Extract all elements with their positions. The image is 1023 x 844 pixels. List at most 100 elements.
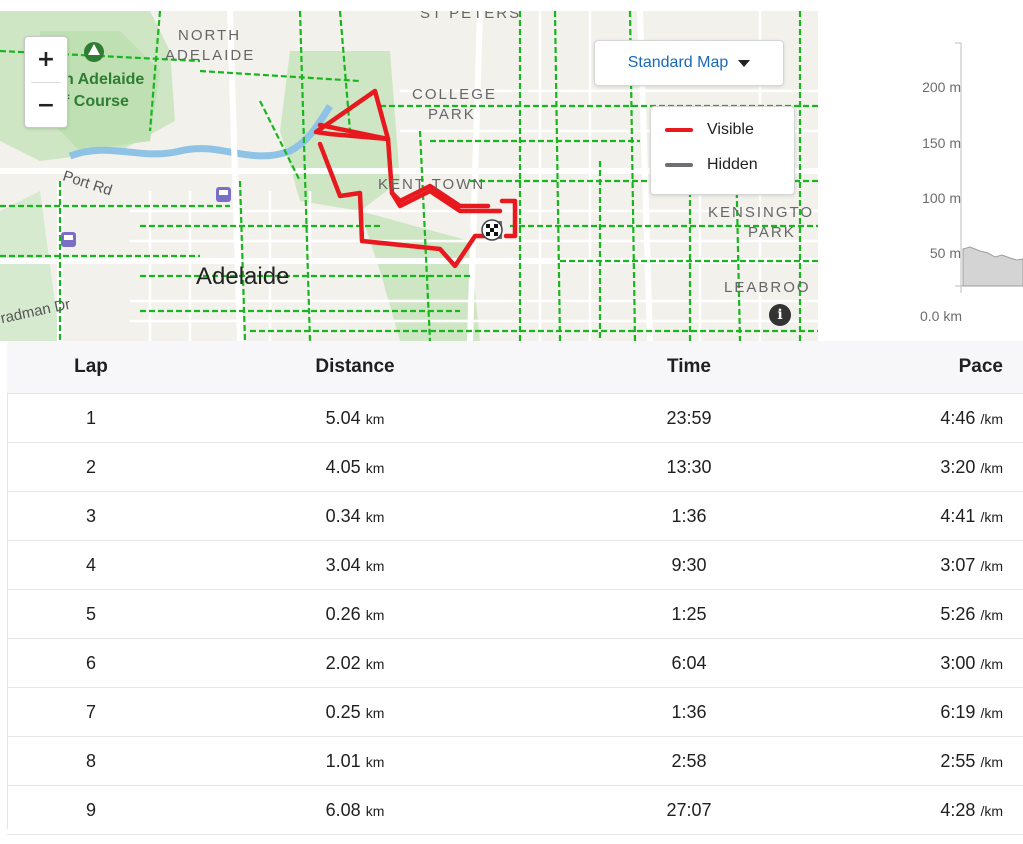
distance-unit: km	[365, 557, 385, 574]
lap-pace: 6:19 /km	[843, 687, 1023, 737]
lap-distance: 6.08 km	[175, 785, 535, 835]
chevron-down-icon	[738, 59, 751, 67]
lap-time-value: 9:30	[671, 554, 707, 575]
park-golf	[40, 31, 160, 151]
map-type-dropdown[interactable]: Standard Map	[594, 40, 784, 86]
pace-unit: /km	[980, 459, 1003, 476]
route-legend: Visible Hidden	[650, 106, 795, 195]
legend-visible-label: Visible	[707, 121, 754, 138]
elevation-profile-area	[962, 246, 1023, 287]
pace-unit: /km	[980, 410, 1003, 427]
lap-distance: 3.04 km	[175, 540, 535, 590]
lap-distance: 0.25 km	[175, 687, 535, 737]
golf-course-icon	[84, 42, 104, 62]
distance-unit: km	[365, 655, 385, 672]
table-row[interactable]: 7 0.25 km 1:36 6:19 /km	[7, 687, 1023, 737]
lap-number-value: 6	[85, 652, 96, 673]
table-row[interactable]: 9 6.08 km 27:07 4:28 /km	[7, 785, 1023, 835]
lap-distance-value: 1.01	[325, 750, 361, 771]
lap-pace: 4:41 /km	[843, 491, 1023, 541]
lap-pace: 5:26 /km	[843, 589, 1023, 639]
lap-pace-value: 2:55	[940, 750, 976, 771]
lap-distance: 0.26 km	[175, 589, 535, 639]
lap-number: 1	[7, 393, 175, 443]
table-row[interactable]: 8 1.01 km 2:58 2:55 /km	[7, 736, 1023, 786]
lap-number: 6	[7, 638, 175, 688]
table-row[interactable]: 6 2.02 km 6:04 3:00 /km	[7, 638, 1023, 688]
y-tick-200: 200 m	[922, 79, 961, 95]
table-header-row: Lap Distance Time Pace	[7, 341, 1023, 394]
table-row[interactable]: 5 0.26 km 1:25 5:26 /km	[7, 589, 1023, 639]
lap-pace-value: 4:46	[940, 407, 976, 428]
lap-number: 2	[7, 442, 175, 492]
lap-time-value: 23:59	[666, 407, 712, 428]
lap-distance-value: 0.25	[325, 701, 361, 722]
finish-flag-icon	[481, 219, 503, 241]
pace-unit: /km	[980, 753, 1003, 770]
lap-pace-value: 4:28	[940, 799, 976, 820]
header-lap[interactable]: Lap	[7, 341, 175, 394]
header-time[interactable]: Time	[535, 341, 843, 394]
map-type-label: Standard Map	[627, 54, 729, 71]
label-golf-course-2: f Course	[64, 93, 129, 110]
lap-pace-value: 3:07	[940, 554, 976, 575]
park-west	[0, 191, 60, 341]
table-row[interactable]: 1 5.04 km 23:59 4:46 /km	[7, 393, 1023, 443]
label-north-adelaide-1: NORTH	[178, 27, 242, 44]
lap-pace-value: 4:41	[940, 505, 976, 526]
label-city-adelaide: Adelaide	[196, 263, 290, 290]
route-visible	[313, 88, 518, 269]
hidden-swatch-icon	[665, 163, 693, 167]
label-golf-course-1: h Adelaide	[64, 71, 145, 88]
lap-time-value: 1:25	[671, 603, 707, 624]
legend-visible-row: Visible	[665, 121, 754, 139]
table-row[interactable]: 3 0.34 km 1:36 4:41 /km	[7, 491, 1023, 541]
table-row[interactable]: 4 3.04 km 9:30 3:07 /km	[7, 540, 1023, 590]
lap-pace: 3:20 /km	[843, 442, 1023, 492]
label-kensington-park-2: PARK	[748, 224, 796, 241]
lap-distance: 1.01 km	[175, 736, 535, 786]
lap-time-value: 1:36	[671, 505, 707, 526]
table-row[interactable]: 2 4.05 km 13:30 3:20 /km	[7, 442, 1023, 492]
lap-time: 1:36	[535, 687, 843, 737]
lap-distance: 2.02 km	[175, 638, 535, 688]
lap-number-value: 9	[85, 799, 96, 820]
lap-number: 9	[7, 785, 175, 835]
zoom-control: + −	[24, 36, 68, 128]
lap-distance-value: 4.05	[325, 456, 361, 477]
lap-number-value: 3	[85, 505, 96, 526]
lap-pace: 2:55 /km	[843, 736, 1023, 786]
elevation-canvas	[955, 42, 1023, 293]
map-canvas[interactable]	[0, 11, 818, 341]
pace-unit: /km	[980, 655, 1003, 672]
tram-stop-icon	[216, 187, 231, 202]
header-distance[interactable]: Distance	[175, 341, 535, 394]
lap-number-value: 8	[85, 750, 96, 771]
lap-pace-value: 3:20	[940, 456, 976, 477]
river-torrens	[68, 104, 333, 160]
train-station-icon	[61, 232, 76, 247]
lap-distance: 5.04 km	[175, 393, 535, 443]
lap-pace: 3:07 /km	[843, 540, 1023, 590]
lap-distance-value: 0.26	[325, 603, 361, 624]
label-st-peters: ST PETERS	[420, 11, 522, 22]
lap-number: 7	[7, 687, 175, 737]
distance-unit: km	[365, 508, 385, 525]
elevation-chart: 200 m 150 m 100 m 50 m 0.0 km	[830, 11, 1023, 341]
lap-time: 1:36	[535, 491, 843, 541]
zoom-in-button[interactable]: +	[25, 37, 67, 82]
zoom-out-button[interactable]: −	[25, 83, 67, 128]
zoom-divider	[31, 82, 61, 83]
lap-distance: 4.05 km	[175, 442, 535, 492]
distance-unit: km	[365, 606, 385, 623]
info-icon[interactable]: i	[769, 304, 791, 326]
lap-time-value: 27:07	[666, 799, 712, 820]
lap-number-value: 7	[85, 701, 96, 722]
distance-unit: km	[365, 802, 385, 819]
lap-distance-value: 3.04	[325, 554, 361, 575]
header-pace[interactable]: Pace	[843, 341, 1023, 394]
route-map[interactable]: ST PETERS NORTH ADELAIDE h Adelaide f Co…	[0, 11, 818, 341]
distance-unit: km	[365, 459, 385, 476]
lap-time: 27:07	[535, 785, 843, 835]
lap-pace-value: 6:19	[940, 701, 976, 722]
